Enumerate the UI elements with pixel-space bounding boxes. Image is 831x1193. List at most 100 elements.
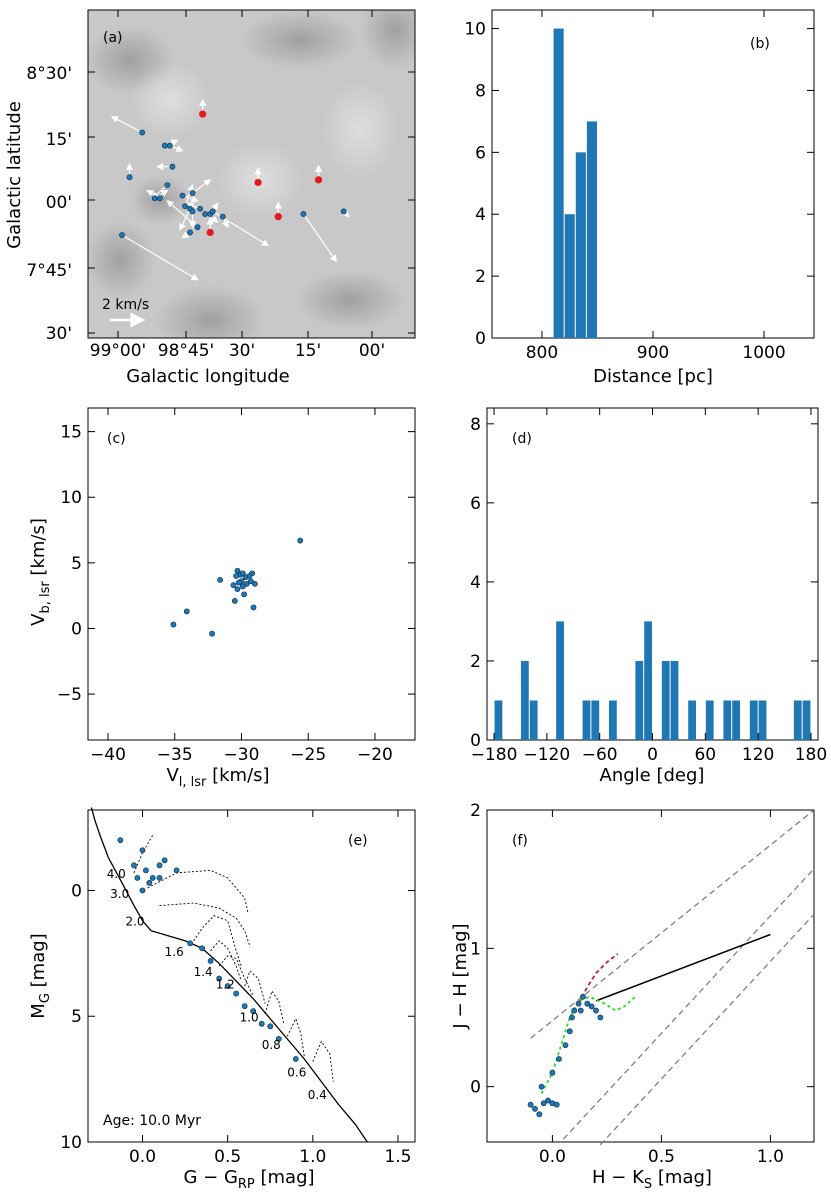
star-point	[166, 142, 173, 149]
ytick-label: 0	[71, 619, 82, 639]
cc-point	[532, 1105, 538, 1112]
cc-point	[545, 1097, 551, 1104]
ytick-label: 0	[470, 1078, 481, 1098]
angle-bar	[802, 700, 811, 740]
cc-point	[569, 1014, 575, 1021]
angle-bar	[520, 660, 529, 740]
xtick-label: 800	[526, 343, 558, 363]
velocity-point	[170, 621, 177, 628]
star-point	[182, 203, 188, 210]
a-xtick-1: 99°00'	[90, 341, 146, 361]
velocity-point	[239, 570, 246, 577]
cmd-point	[139, 887, 146, 894]
pm-arrow	[121, 234, 199, 281]
ytick-label: 6	[470, 494, 481, 514]
xtick-label: −120	[524, 745, 571, 765]
star-point	[300, 211, 307, 217]
panel-d-tag: (d)	[512, 431, 532, 447]
star-point	[139, 129, 146, 136]
ytick-label: 5	[71, 1007, 82, 1027]
isochrone-line	[94, 819, 368, 1143]
star-point	[161, 142, 168, 149]
cmd-point	[207, 958, 214, 964]
ytick-label: 8	[470, 415, 481, 435]
cc-point	[593, 1007, 599, 1014]
cmd-point	[250, 1008, 257, 1015]
reddening-band-line	[562, 868, 815, 1140]
panel-d-ticks: −180 −120 −60 0 60 120 180 0 2 4 6 8	[470, 408, 827, 765]
star-point	[169, 163, 176, 170]
angle-bar	[670, 660, 679, 740]
star-point	[187, 229, 193, 236]
age-label: Age: 10.0 Myr	[103, 1113, 201, 1129]
xtick-label: 0.5	[648, 1147, 675, 1167]
cmd-point	[143, 867, 149, 874]
star-point	[194, 224, 201, 231]
angle-bar	[723, 700, 732, 740]
panel-a-background-map	[88, 10, 415, 338]
panel-f: 0.0 0.5 1.0 0 1 2 (f) H − KS [mag] J − H [mag…	[450, 801, 815, 1192]
ytick-label: 4	[475, 205, 486, 225]
cc-point	[580, 993, 586, 1000]
cmd-scatter-points	[117, 837, 299, 1062]
cmd-point	[117, 837, 124, 844]
panel-d: −180 −120 −60 0 60 120 180 0 2 4 6 8 (d) Angle [deg…	[470, 407, 827, 786]
angle-bar	[749, 700, 758, 740]
pms-track	[193, 915, 242, 967]
xtick-label: 900	[637, 343, 669, 363]
xtick-label: −35	[157, 745, 193, 765]
velocity-point	[297, 537, 304, 544]
c-xlabel: Vl, lsr [km/s]	[166, 765, 269, 790]
panel-c-ticks: −40 −35 −30 −25 −20 −5 0 5 10 15	[57, 408, 415, 765]
cc-point	[556, 1056, 562, 1062]
pms-track	[244, 970, 266, 1004]
angle-bar	[529, 700, 538, 740]
velocity-point	[234, 586, 241, 592]
mass-label: 0.4	[308, 1088, 327, 1102]
f-xlabel: H − KS [mag]	[592, 1167, 712, 1192]
xtick-label: 1.5	[384, 1147, 411, 1167]
ytick-label: 15	[60, 423, 82, 443]
cmd-point	[134, 875, 141, 881]
ytick-label: 2	[470, 801, 481, 821]
xtick-label: 180	[795, 745, 827, 765]
pms-track	[147, 869, 249, 914]
angle-bar	[494, 700, 503, 740]
mass-label: 2.0	[125, 915, 144, 929]
angle-bar	[591, 700, 600, 740]
ytick-label: 10	[60, 488, 82, 508]
star-point	[202, 211, 209, 217]
angle-bar	[608, 700, 617, 740]
panel-b-ticks: 800 900 1000 0 2 4 6 8 10	[464, 10, 814, 363]
xtick-label: −30	[224, 745, 260, 765]
velocity-point	[217, 577, 224, 583]
angle-bar	[635, 660, 644, 740]
velocity-point	[183, 608, 190, 615]
pm-arrow	[184, 183, 194, 207]
ytick-label: 0	[71, 881, 82, 901]
cc-point	[588, 1003, 595, 1010]
red-star-point	[314, 176, 323, 184]
cmd-point	[216, 975, 223, 982]
ytick-label: 4	[470, 573, 481, 593]
a-ytick-1: 8°30'	[26, 64, 72, 84]
red-star-point	[254, 178, 262, 187]
cmd-point	[292, 1056, 299, 1062]
velocity-point	[246, 573, 253, 579]
angle-bar	[705, 700, 714, 740]
velocity-point	[251, 580, 258, 587]
a-xtick-3: 30'	[229, 341, 255, 361]
pm-arrow	[192, 179, 212, 194]
ytick-label: 6	[475, 143, 486, 163]
star-point	[189, 208, 196, 215]
cc-point	[536, 1111, 543, 1118]
a-xlabel: Galactic longitude	[126, 366, 289, 387]
pm-arrow	[110, 116, 143, 134]
panel-c: −40 −35 −30 −25 −20 −5 0 5 10 15 (c) Vl, lsr [km/…	[28, 407, 416, 790]
d-xlabel: Angle [deg]	[600, 765, 705, 786]
red-star-point	[274, 213, 282, 221]
cmd-point	[241, 1003, 248, 1010]
pms-track	[264, 990, 285, 1024]
star-point	[189, 190, 196, 196]
cc-point	[527, 1101, 534, 1108]
